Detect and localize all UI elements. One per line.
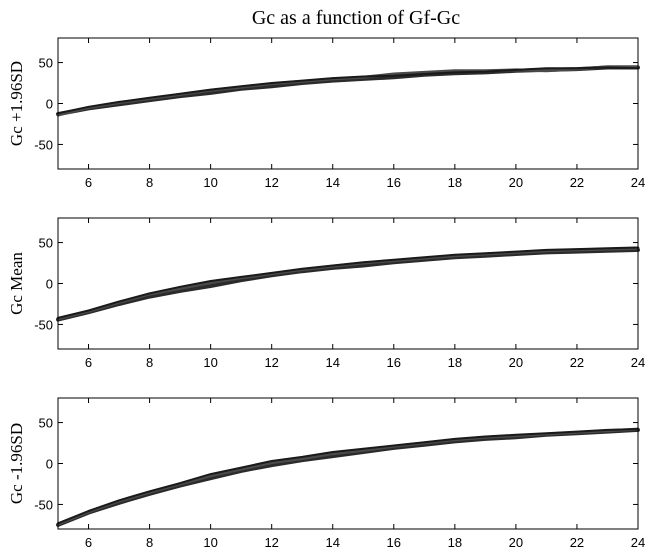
x-tick-label: 10: [203, 535, 217, 550]
y-tick-label: 0: [46, 277, 53, 292]
series-line-1: [56, 65, 640, 117]
y-axis-label: Gc Mean: [7, 252, 26, 315]
x-tick-label: 22: [570, 355, 584, 370]
y-axis-label: Gc +1.96SD: [7, 61, 26, 146]
y-tick-label: -50: [34, 137, 53, 152]
y-tick-label: 50: [39, 56, 53, 71]
chart-title: Gc as a function of Gf-Gc: [252, 7, 460, 29]
panel-2: 6 8 10 12 14 16 18 20 22 24 50 0 -50 Gc Mean: [7, 217, 645, 370]
x-tick-label: 6: [85, 355, 92, 370]
plot-frame: [57, 37, 639, 170]
y-tick-label: 50: [39, 416, 53, 431]
x-tick-label: 24: [631, 175, 645, 190]
x-tick-label: 20: [509, 175, 523, 190]
series-line-2: [56, 427, 640, 526]
x-tick-label: 8: [146, 355, 153, 370]
series-line-2: [56, 65, 640, 117]
plot-frame: [57, 217, 639, 350]
y-tick-label: 0: [46, 97, 53, 112]
x-tick-label: 10: [203, 175, 217, 190]
x-tick-label: 18: [448, 175, 462, 190]
x-tick-label: 12: [264, 175, 278, 190]
y-tick-label: -50: [34, 497, 53, 512]
x-tick-label: 20: [509, 535, 523, 550]
series-line-3: [57, 428, 639, 525]
x-tick-label: 24: [631, 535, 645, 550]
y-tick-label: -50: [34, 317, 53, 332]
x-tick-label: 6: [85, 175, 92, 190]
series-line-3: [57, 246, 639, 319]
panel-3: 6 8 10 12 14 16 18 20 22 24 50 0 -50 Gc -1.96SD: [7, 397, 645, 550]
x-tick-label: 24: [631, 355, 645, 370]
x-tick-label: 14: [326, 175, 340, 190]
x-tick-label: 20: [509, 355, 523, 370]
panels: 6 8 10 12 14 16 18 20 22 24 50 0 -50 Gc +1.96SD 6 8 10 12…: [7, 37, 645, 550]
x-tick-label: 14: [326, 535, 340, 550]
x-tick-label: 12: [264, 535, 278, 550]
x-tick-label: 12: [264, 355, 278, 370]
x-tick-label: 18: [448, 355, 462, 370]
x-tick-label: 22: [570, 535, 584, 550]
x-tick-label: 22: [570, 175, 584, 190]
x-tick-label: 8: [146, 535, 153, 550]
x-tick-label: 18: [448, 535, 462, 550]
x-tick-label: 14: [326, 355, 340, 370]
panel-1: 6 8 10 12 14 16 18 20 22 24 50 0 -50 Gc +1.96SD: [7, 37, 645, 190]
series-line-3: [57, 66, 639, 115]
y-axis-label: Gc -1.96SD: [7, 423, 26, 504]
plot-frame: [57, 397, 639, 530]
x-tick-label: 6: [85, 535, 92, 550]
x-tick-label: 16: [387, 535, 401, 550]
x-tick-label: 8: [146, 175, 153, 190]
series-line-2: [56, 246, 640, 321]
x-tick-label: 16: [387, 175, 401, 190]
x-tick-label: 16: [387, 355, 401, 370]
x-tick-label: 10: [203, 355, 217, 370]
y-tick-label: 50: [39, 236, 53, 251]
series-line-1: [56, 247, 640, 322]
series-line-1: [56, 427, 640, 527]
y-tick-label: 0: [46, 457, 53, 472]
